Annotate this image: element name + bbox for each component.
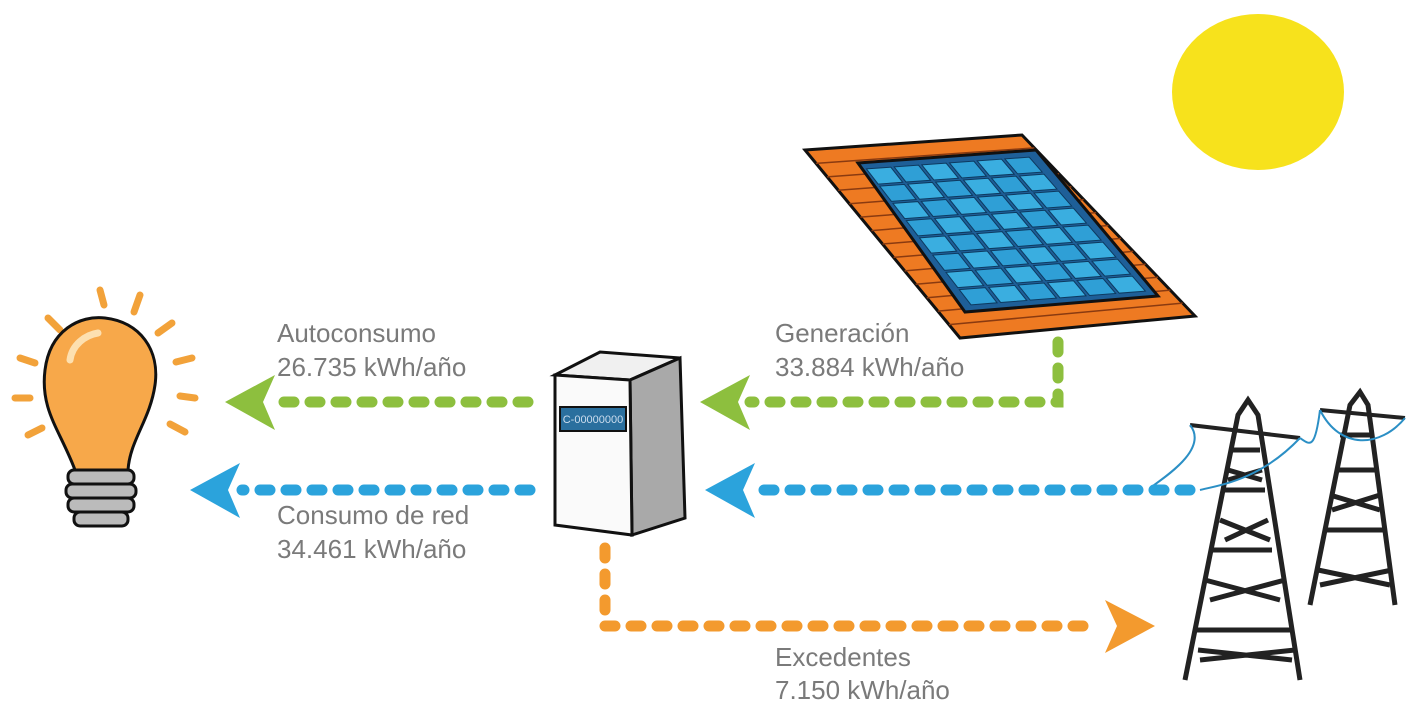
- arrow-head: [700, 375, 750, 430]
- flow-value: 34.461 kWh/año: [277, 534, 466, 564]
- arrow-head: [190, 463, 240, 518]
- flow-value: 33.884 kWh/año: [775, 352, 964, 382]
- flow-label: Consumo de red: [277, 500, 469, 530]
- surplus-flow: [605, 548, 1098, 626]
- diagram: C-00000000 Autoconsumo 26.735 kWh/año Ge…: [0, 0, 1418, 701]
- arrow-head: [705, 463, 755, 518]
- arrow-head: [225, 375, 275, 430]
- sun: [1172, 14, 1344, 170]
- flow-label: Generación: [775, 318, 909, 348]
- flow-label: Autoconsumo: [277, 318, 436, 348]
- flow-value: 26.735 kWh/año: [277, 352, 466, 382]
- flow-arrows: [190, 342, 1190, 653]
- meter-display: C-00000000: [563, 414, 624, 426]
- flow-label: Excedentes: [775, 642, 911, 672]
- arrow-head: [1105, 600, 1155, 653]
- light-bulb: [15, 290, 195, 526]
- power-towers: [1150, 392, 1405, 680]
- flow-value: 7.150 kWh/año: [775, 675, 950, 701]
- meter: C-00000000: [555, 352, 685, 535]
